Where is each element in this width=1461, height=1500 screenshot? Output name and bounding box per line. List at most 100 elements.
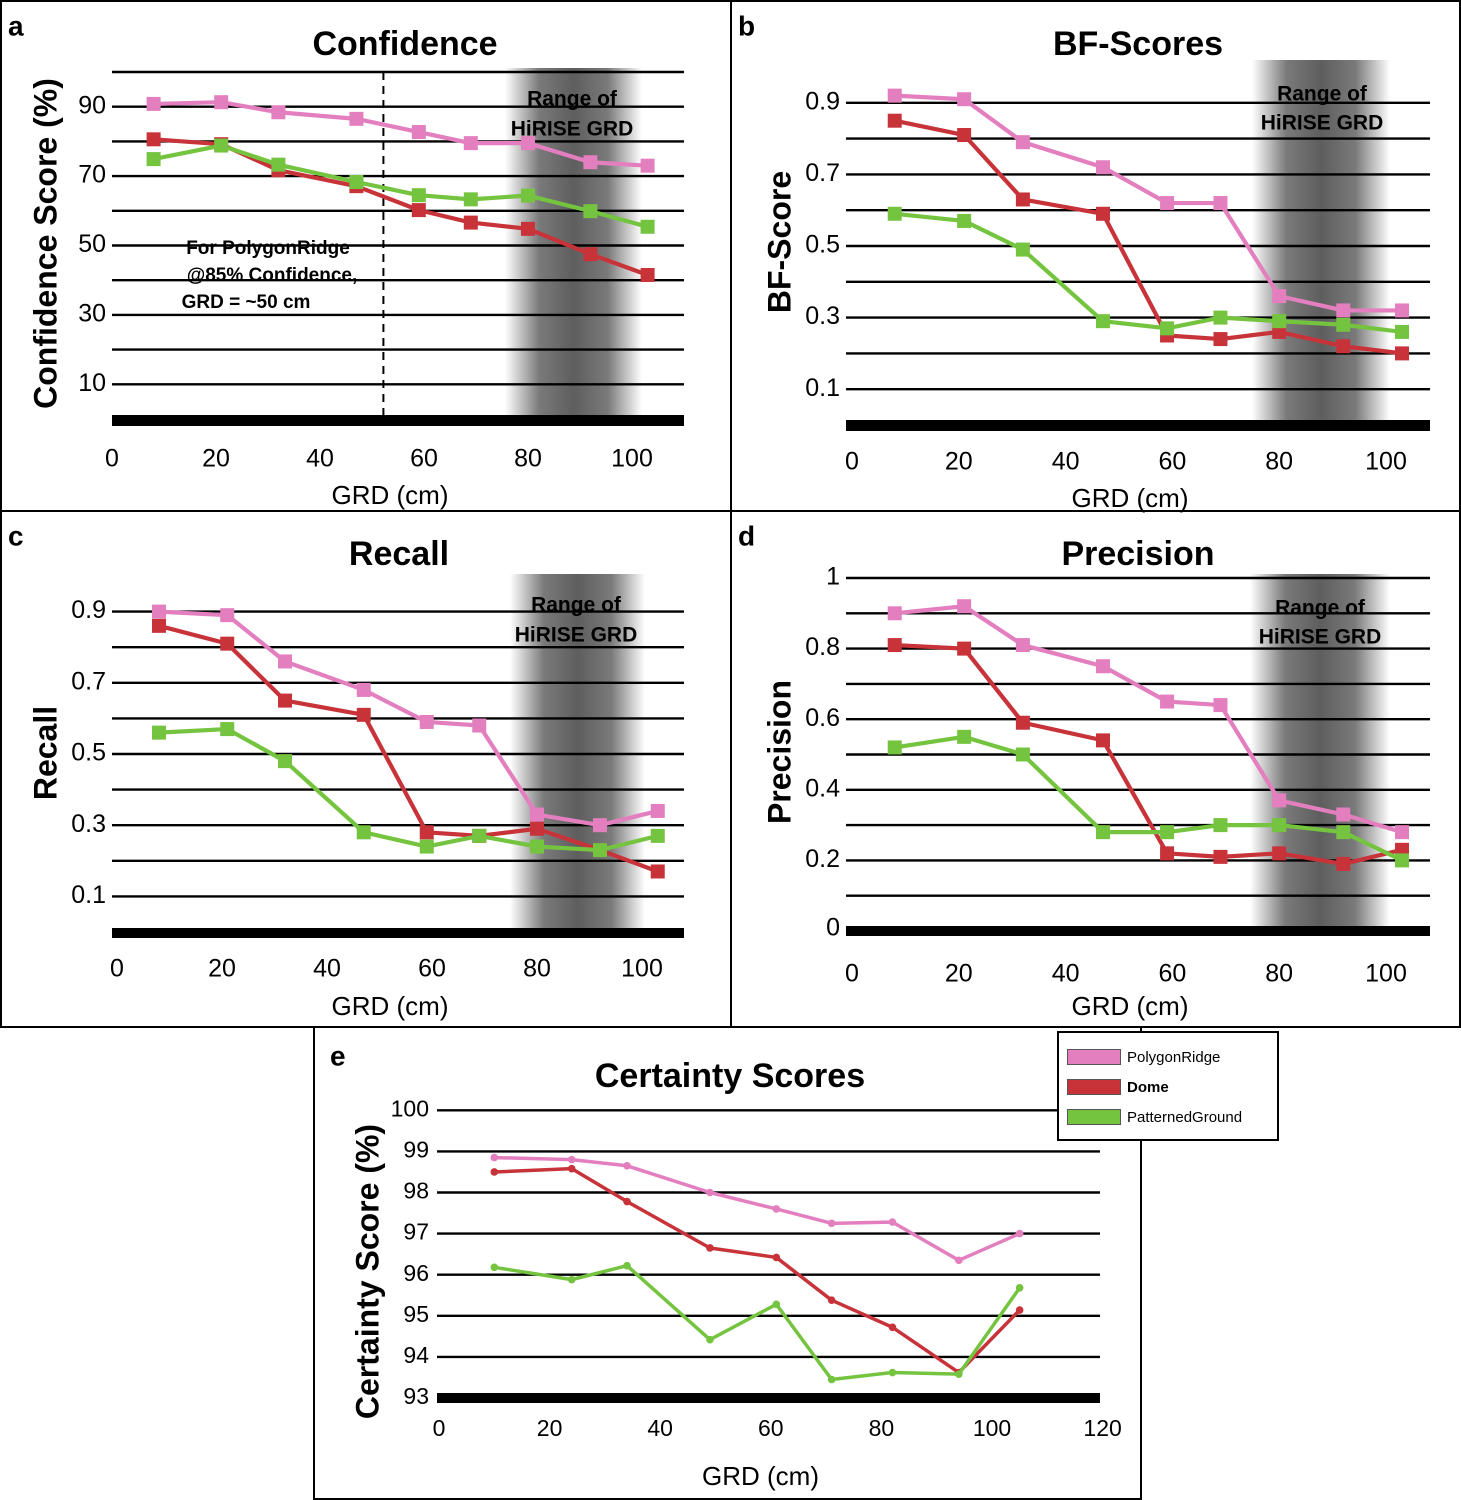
data-point-a-patternedground-8	[640, 219, 655, 234]
data-point-e-patternedground-2	[623, 1261, 631, 1270]
y-tick-label-e-1: 94	[403, 1342, 429, 1368]
hirise-band-a	[505, 68, 642, 415]
data-point-b-polygonridge-8	[1395, 303, 1410, 318]
data-point-a-dome-5	[463, 215, 478, 230]
data-point-d-polygonridge-4	[1160, 694, 1175, 709]
x-tick-label-e-3: 60	[758, 1415, 784, 1441]
data-point-b-patternedground-7	[1336, 317, 1351, 332]
x-tick-label-e-1: 20	[537, 1415, 563, 1441]
data-point-d-patternedground-3	[1095, 825, 1110, 840]
x-tick-label-a-0: 0	[105, 445, 119, 473]
x-tick-label-d-2: 40	[1052, 960, 1080, 988]
data-point-d-dome-8	[1395, 842, 1410, 857]
data-point-a-polygonridge-1	[214, 95, 229, 110]
data-point-b-polygonridge-5	[1213, 196, 1228, 211]
x-tick-label-b-3: 60	[1158, 448, 1186, 476]
data-point-c-patternedground-3	[356, 825, 371, 840]
legend-label-patternedground: PatternedGround	[1127, 1108, 1243, 1126]
y-tick-label-a-3: 70	[78, 161, 106, 189]
legend-item-polygonridge: PolygonRidge	[1067, 1046, 1220, 1068]
y-tick-label-a-1: 30	[78, 300, 106, 328]
y-tick-label-e-7: 100	[391, 1095, 429, 1121]
data-point-c-patternedground-4	[419, 839, 434, 854]
y-tick-label-c-3: 0.7	[71, 667, 106, 695]
band-label-line1-d: Range of	[1275, 597, 1366, 620]
y-tick-label-d-3: 0.6	[805, 704, 840, 732]
data-point-b-dome-8	[1395, 346, 1410, 361]
band-label-line2-b: HiRISE GRD	[1261, 112, 1384, 135]
data-point-c-polygonridge-0	[152, 604, 166, 619]
y-axis-label-c: Recall	[27, 706, 63, 800]
y-tick-label-a-2: 50	[78, 230, 106, 258]
annotation-line-1: For PolygonRidge	[186, 238, 350, 259]
y-tick-label-d-0: 0	[826, 914, 840, 942]
data-point-d-patternedground-6	[1272, 818, 1287, 833]
legend-label-dome: Dome	[1127, 1078, 1169, 1096]
x-tick-label-e-2: 40	[647, 1415, 673, 1441]
data-point-c-dome-0	[152, 618, 166, 633]
x-axis-label-c: GRD (cm)	[332, 991, 449, 1021]
x-tick-label-b-0: 0	[845, 448, 859, 476]
data-point-e-polygonridge-1	[567, 1155, 576, 1164]
data-point-a-dome-4	[411, 203, 426, 218]
y-tick-label-b-2: 0.5	[805, 231, 840, 259]
x-tick-label-c-3: 60	[418, 955, 446, 983]
x-tick-label-b-4: 80	[1265, 448, 1293, 476]
x-axis-c	[112, 928, 684, 938]
data-point-c-dome-8	[650, 864, 665, 879]
y-tick-label-d-1: 0.2	[805, 845, 840, 873]
panel-letter-e: e	[330, 1040, 346, 1071]
panel-letter-a: a	[8, 10, 24, 41]
y-axis-label-e: Certainty Score (%)	[349, 1124, 385, 1419]
data-point-d-polygonridge-8	[1395, 825, 1410, 840]
chart-title-b: BF-Scores	[1053, 25, 1223, 63]
x-tick-label-a-2: 40	[306, 445, 334, 473]
chart-title-c: Recall	[349, 535, 449, 573]
data-point-e-dome-5	[827, 1296, 836, 1304]
data-point-c-patternedground-8	[650, 828, 665, 843]
x-tick-label-d-0: 0	[845, 960, 859, 988]
data-point-d-dome-3	[1095, 733, 1110, 748]
chart-title-e: Certainty Scores	[595, 1057, 865, 1095]
panel-letter-c: c	[8, 520, 24, 551]
y-tick-label-c-2: 0.5	[71, 739, 106, 767]
y-tick-label-a-0: 10	[78, 369, 106, 397]
data-point-d-polygonridge-3	[1095, 659, 1110, 674]
data-point-b-polygonridge-6	[1272, 289, 1287, 304]
data-point-a-dome-8	[640, 267, 655, 282]
chart-title-a: Confidence	[312, 25, 497, 63]
data-point-c-patternedground-2	[278, 754, 292, 769]
data-point-e-polygonridge-6	[888, 1218, 897, 1226]
x-tick-label-c-1: 20	[208, 955, 236, 983]
x-tick-label-e-6: 120	[1083, 1415, 1121, 1441]
chart-title-d: Precision	[1061, 535, 1214, 573]
data-point-b-dome-1	[957, 128, 972, 143]
data-point-b-patternedground-4	[1160, 321, 1175, 336]
y-tick-label-d-4: 0.8	[805, 633, 840, 661]
data-point-d-dome-2	[1015, 715, 1030, 730]
data-point-d-dome-0	[887, 638, 902, 653]
data-point-b-patternedground-6	[1272, 314, 1287, 329]
legend: PolygonRidge Dome PatternedGround	[1057, 1031, 1279, 1141]
legend-swatch-patternedground	[1067, 1109, 1121, 1125]
data-point-c-dome-6	[530, 821, 544, 836]
data-point-b-polygonridge-3	[1095, 160, 1110, 175]
x-tick-label-a-4: 80	[514, 445, 542, 473]
data-point-c-dome-2	[278, 693, 292, 708]
y-tick-label-e-2: 95	[403, 1301, 429, 1327]
data-point-a-polygonridge-2	[271, 105, 286, 120]
data-point-e-patternedground-5	[827, 1375, 836, 1384]
x-tick-label-d-4: 80	[1265, 960, 1293, 988]
data-point-e-dome-2	[623, 1197, 631, 1206]
data-point-b-dome-2	[1015, 192, 1030, 207]
data-point-a-polygonridge-0	[146, 96, 161, 111]
x-tick-label-e-5: 100	[973, 1415, 1011, 1441]
x-tick-label-b-1: 20	[945, 448, 973, 476]
data-point-b-patternedground-0	[887, 206, 902, 221]
data-point-b-polygonridge-1	[957, 92, 972, 107]
data-point-a-dome-6	[521, 221, 535, 236]
data-point-d-polygonridge-5	[1213, 698, 1228, 713]
data-point-b-patternedground-2	[1015, 242, 1030, 257]
legend-item-dome: Dome	[1067, 1076, 1169, 1098]
